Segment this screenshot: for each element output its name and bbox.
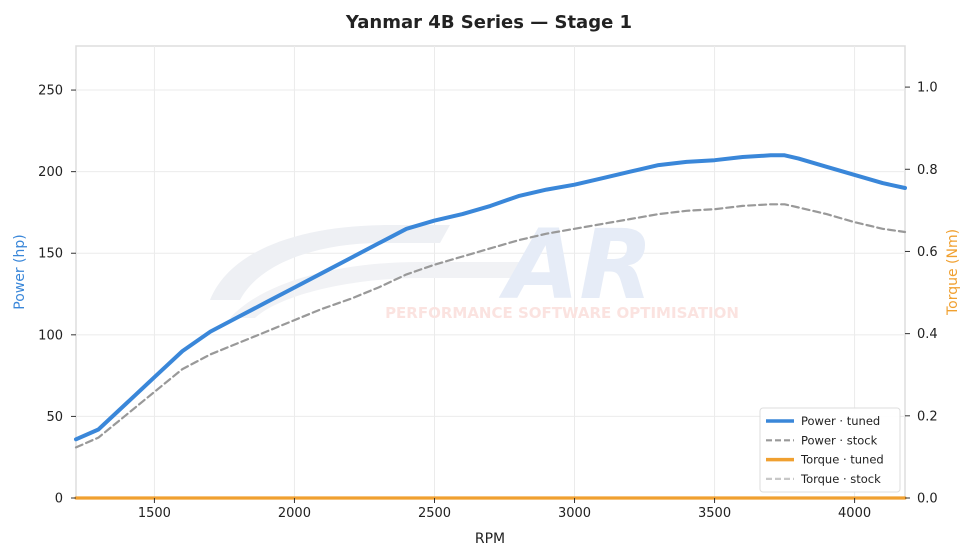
- x-tick-label: 2000: [278, 506, 311, 521]
- y-right-tick-label: 1.0: [917, 81, 938, 96]
- y-axis-right-label: Torque (Nm): [945, 229, 961, 316]
- watermark-swoosh-icon: [230, 262, 520, 318]
- x-tick-label: 3000: [558, 506, 591, 521]
- y-axis-left-label: Power (hp): [12, 234, 28, 309]
- series-line-power-stock: [74, 203, 907, 449]
- watermark-tagline: PERFORMANCE SOFTWARE OPTIMISATION: [385, 304, 739, 322]
- axes: 1500 2000 2500 3000 3500 4000 0 50 100 150 200 250 0…: [38, 81, 938, 521]
- y-left-tick-label: 250: [38, 84, 63, 99]
- legend-label: Torque · tuned: [800, 453, 884, 467]
- y-left-tick-label: 0: [55, 492, 63, 507]
- legend-box: [759, 407, 901, 493]
- series-line-power-tuned: [74, 153, 907, 442]
- watermark-logo: AR PERFORMANCE SOFTWARE OPTIMISATION: [210, 209, 739, 322]
- watermark-swoosh-icon: [210, 225, 450, 300]
- legend-label: Power · stock: [801, 433, 878, 447]
- y-right-tick-label: 0.6: [917, 245, 938, 260]
- y-left-tick-label: 200: [38, 165, 63, 180]
- legend-label: Power · tuned: [801, 414, 880, 428]
- x-tick-label: 3500: [698, 506, 731, 521]
- x-tick-label: 4000: [838, 506, 871, 521]
- x-axis-label: RPM: [475, 531, 505, 547]
- y-left-tick-label: 100: [38, 328, 63, 343]
- legend: Power · tuned Power · stock Torque · tuned…: [759, 407, 901, 493]
- y-right-tick-label: 0.8: [917, 163, 938, 178]
- x-tick-label: 2500: [418, 506, 451, 521]
- legend-label: Torque · stock: [800, 472, 881, 486]
- chart-title: Yanmar 4B Series — Stage 1: [345, 12, 632, 33]
- y-right-tick-label: 0.0: [917, 492, 938, 507]
- y-left-tick-label: 50: [46, 410, 63, 425]
- y-left-tick-label: 150: [38, 247, 63, 262]
- y-right-tick-label: 0.4: [917, 327, 938, 342]
- y-right-tick-label: 0.2: [917, 409, 938, 424]
- series: [74, 153, 907, 500]
- x-tick-label: 1500: [138, 506, 171, 521]
